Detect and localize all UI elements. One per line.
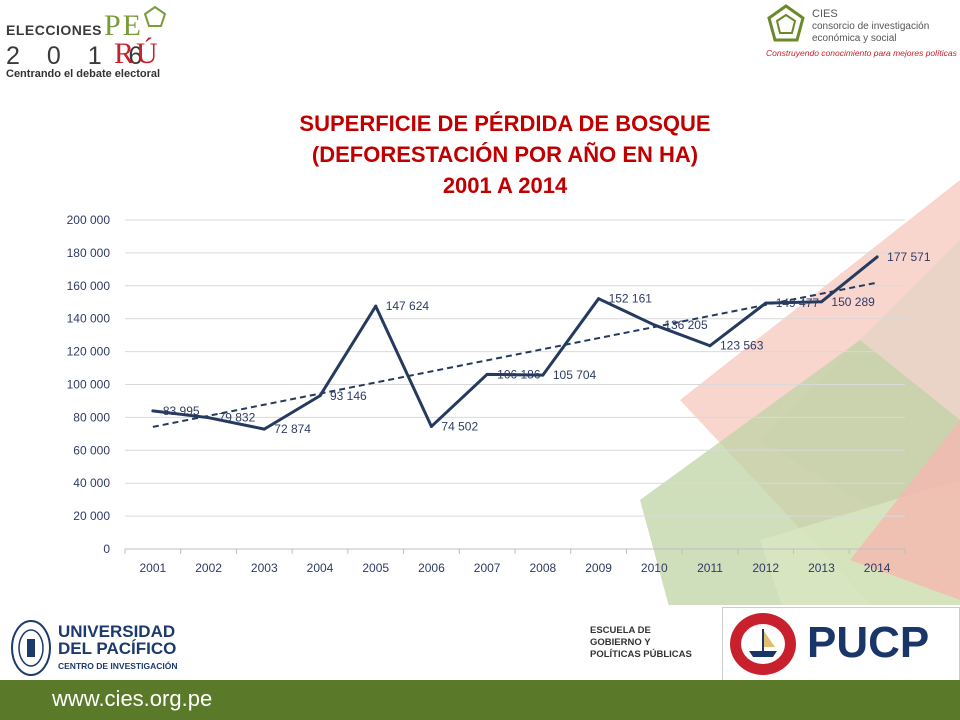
trend-line: [152, 281, 878, 428]
x-tick-label: 2008: [530, 561, 557, 575]
universidad-del-pacifico-logo: UNIVERSIDAD DEL PACÍFICO CENTRO DE INVES…: [10, 617, 190, 677]
y-tick-label: 160 000: [67, 279, 111, 293]
x-tick-label: 2012: [752, 561, 779, 575]
x-tick-label: 2001: [140, 561, 167, 575]
data-label: 105 704: [553, 368, 597, 382]
x-tick-label: 2002: [195, 561, 222, 575]
pucp-wordmark: PUCP: [807, 618, 930, 667]
data-label: 72 874: [274, 422, 311, 436]
up-name-line2: DEL PACÍFICO: [58, 639, 177, 658]
data-point: [597, 297, 601, 301]
chart-title-line-2: (DEFORESTACIÓN POR AÑO EN HA): [311, 142, 699, 167]
logo-year: 2 0 1 6: [6, 42, 153, 70]
data-point: [652, 323, 656, 327]
y-tick-label: 180 000: [67, 246, 111, 260]
cies-line1: consorcio de investigación: [812, 21, 930, 32]
up-name: UNIVERSIDAD DEL PACÍFICO: [58, 623, 176, 657]
escuela-line2: GOBIERNO Y: [590, 637, 651, 648]
x-tick-label: 2009: [585, 561, 612, 575]
up-name-line1: UNIVERSIDAD: [58, 622, 176, 641]
logo-pe: PE: [104, 9, 144, 42]
data-point: [875, 255, 879, 259]
data-point: [708, 344, 712, 348]
cies-logo: CIES consorcio de investigación económic…: [764, 4, 960, 72]
chart-title-line-1: SUPERFICIE DE PÉRDIDA DE BOSQUE: [299, 111, 711, 136]
footer-url: www.cies.org.pe: [52, 686, 213, 711]
footer-logos: UNIVERSIDAD DEL PACÍFICO CENTRO DE INVES…: [0, 605, 960, 681]
y-tick-label: 40 000: [73, 476, 110, 490]
y-tick-label: 100 000: [67, 378, 111, 392]
chart-title-line-3: 2001 A 2014: [442, 173, 568, 198]
footer-bar: www.cies.org.pe: [0, 680, 960, 720]
data-point: [374, 304, 378, 308]
data-label: 93 146: [330, 389, 367, 403]
data-point: [764, 301, 768, 305]
cies-tagline: Construyendo conocimiento para mejores p…: [766, 48, 957, 58]
pucp-seal-icon: [730, 613, 796, 675]
y-tick-label: 140 000: [67, 312, 111, 326]
up-subtitle: CENTRO DE INVESTIGACIÓN: [58, 661, 178, 671]
chart-title: SUPERFICIE DE PÉRDIDA DE BOSQUE (DEFORES…: [0, 108, 960, 201]
escuela-line3: POLÍTICAS PÚBLICAS: [590, 649, 692, 660]
y-tick-label: 60 000: [73, 443, 110, 457]
escuela-line1: ESCUELA DE: [590, 625, 651, 636]
data-label: 177 571: [887, 250, 931, 264]
logo-elecciones-word: ELECCIONES: [6, 22, 103, 38]
logo-ru: RÚ: [114, 37, 160, 70]
y-tick-label: 20 000: [73, 509, 110, 523]
x-tick-label: 2005: [362, 561, 389, 575]
data-point: [541, 373, 545, 377]
x-tick-label: 2006: [418, 561, 445, 575]
y-tick-label: 0: [103, 542, 110, 556]
x-tick-label: 2004: [307, 561, 334, 575]
x-tick-label: 2013: [808, 561, 835, 575]
data-label: 123 563: [720, 339, 764, 353]
y-tick-label: 200 000: [67, 213, 111, 227]
y-tick-label: 80 000: [73, 410, 110, 424]
data-label: 83 995: [163, 404, 200, 418]
elecciones-peru-logo: ELECCIONES 2 0 1 6 PE RÚ Centrando el de…: [4, 4, 204, 84]
logo-tagline: Centrando el debate electoral: [6, 68, 161, 80]
cies-name: CIES: [812, 8, 838, 20]
data-label: 106 186: [497, 367, 541, 381]
cies-line2: económica y social: [812, 33, 897, 44]
data-point: [485, 372, 489, 376]
data-point: [207, 416, 211, 420]
data-label: 74 502: [441, 419, 478, 433]
data-point: [151, 409, 155, 413]
deforestation-line-chart: 0 20 000 40 000 60 000 80 000 100 000 120 000 1…: [67, 213, 931, 575]
x-tick-label: 2014: [864, 561, 891, 575]
y-tick-label: 120 000: [67, 345, 111, 359]
cies-badge-icon: [144, 6, 166, 27]
x-tick-label: 2007: [474, 561, 501, 575]
data-label: 149 477: [776, 296, 820, 310]
x-tick-label: 2010: [641, 561, 668, 575]
university-seal-icon: [11, 620, 51, 676]
data-point: [262, 427, 266, 431]
escuela-gobierno-logo: ESCUELA DE GOBIERNO Y POLÍTICAS PÚBLICAS: [590, 625, 692, 661]
pentagon-icon: [767, 4, 805, 42]
x-tick-label: 2011: [697, 561, 723, 575]
series-line: [152, 255, 879, 431]
data-point: [819, 300, 823, 304]
pucp-logo: PUCP: [722, 607, 960, 681]
data-label: 152 161: [609, 292, 653, 306]
data-label: 150 289: [831, 295, 875, 309]
data-label: 79 832: [219, 411, 256, 425]
data-label: 147 624: [386, 299, 430, 313]
data-point: [429, 424, 433, 428]
x-tick-label: 2003: [251, 561, 278, 575]
data-label: 136 205: [664, 318, 708, 332]
data-point: [318, 394, 322, 398]
